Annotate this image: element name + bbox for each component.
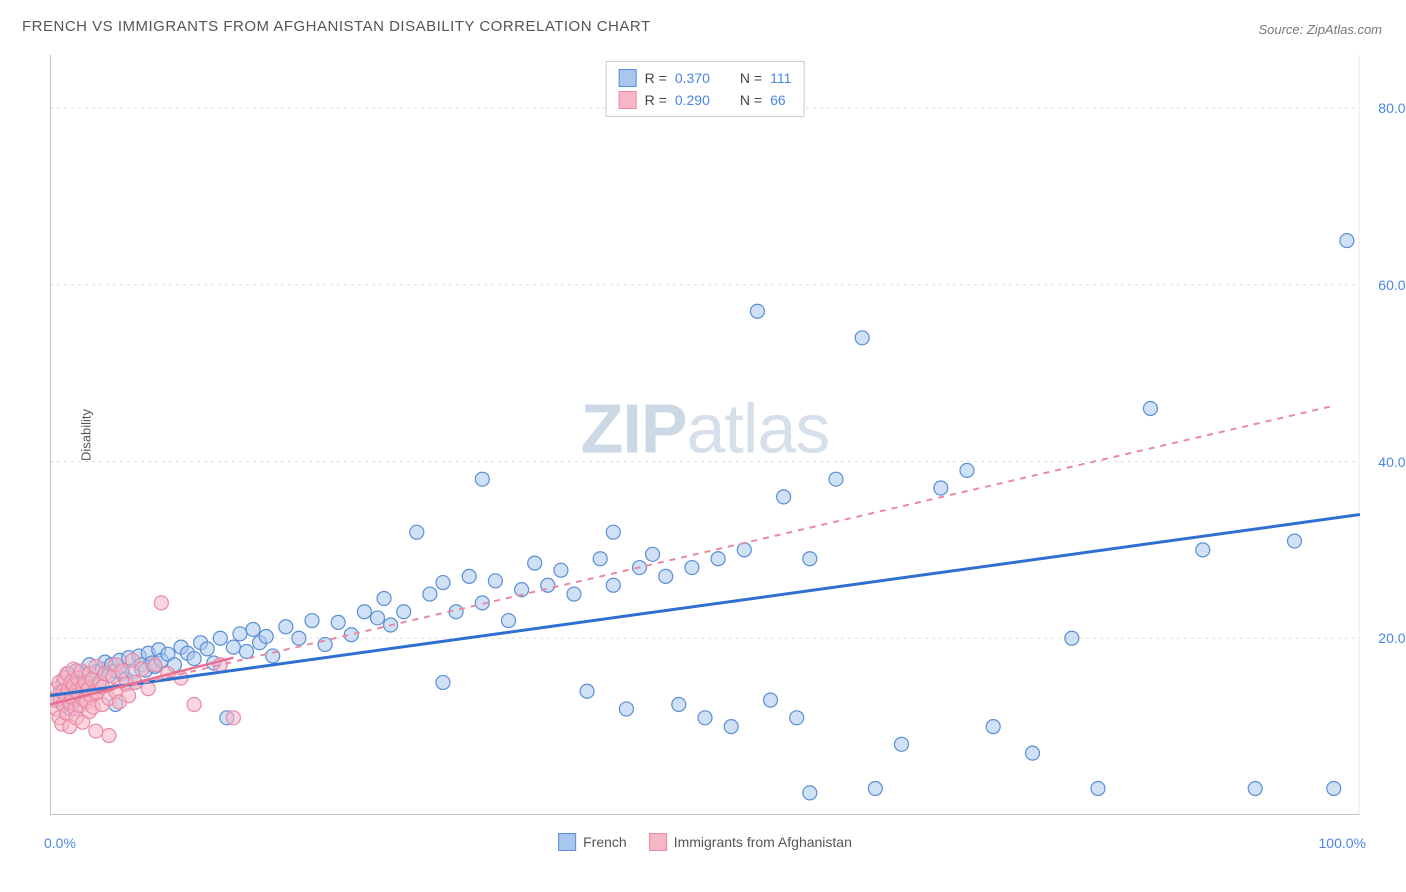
legend-n-value: 66 bbox=[770, 89, 786, 111]
correlation-legend: R = 0.370 N = 111 R = 0.290 N = 66 bbox=[606, 61, 805, 117]
legend-row: R = 0.290 N = 66 bbox=[619, 89, 792, 111]
legend-n-label: N = bbox=[740, 89, 762, 111]
legend-r-label: R = bbox=[645, 89, 667, 111]
scatter-chart bbox=[50, 55, 1360, 815]
legend-series-label: Immigrants from Afghanistan bbox=[674, 834, 852, 850]
y-tick-label: 60.0% bbox=[1378, 277, 1406, 293]
x-axis-max-label: 100.0% bbox=[1319, 835, 1366, 851]
legend-swatch bbox=[649, 833, 667, 851]
legend-r-value: 0.290 bbox=[675, 89, 710, 111]
chart-title: FRENCH VS IMMIGRANTS FROM AFGHANISTAN DI… bbox=[22, 18, 651, 35]
y-tick-label: 80.0% bbox=[1378, 100, 1406, 116]
legend-n-value: 111 bbox=[770, 67, 791, 89]
y-tick-label: 20.0% bbox=[1378, 630, 1406, 646]
legend-n-label: N = bbox=[740, 67, 762, 89]
legend-r-label: R = bbox=[645, 67, 667, 89]
series-legend: French Immigrants from Afghanistan bbox=[558, 833, 852, 851]
x-axis-min-label: 0.0% bbox=[44, 835, 76, 851]
legend-series-label: French bbox=[583, 834, 627, 850]
legend-swatch bbox=[619, 69, 637, 87]
legend-swatch bbox=[558, 833, 576, 851]
plot-area: Disability ZIPatlas R =0.370N =111R =0.2… bbox=[50, 55, 1360, 815]
legend-item: French bbox=[558, 833, 627, 851]
legend-item: Immigrants from Afghanistan bbox=[649, 833, 852, 851]
source-attribution: Source: ZipAtlas.com bbox=[1258, 22, 1382, 37]
y-tick-label: 40.0% bbox=[1378, 454, 1406, 470]
legend-swatch bbox=[619, 91, 637, 109]
legend-row: R = 0.370 N = 111 bbox=[619, 67, 792, 89]
legend-r-value: 0.370 bbox=[675, 67, 710, 89]
